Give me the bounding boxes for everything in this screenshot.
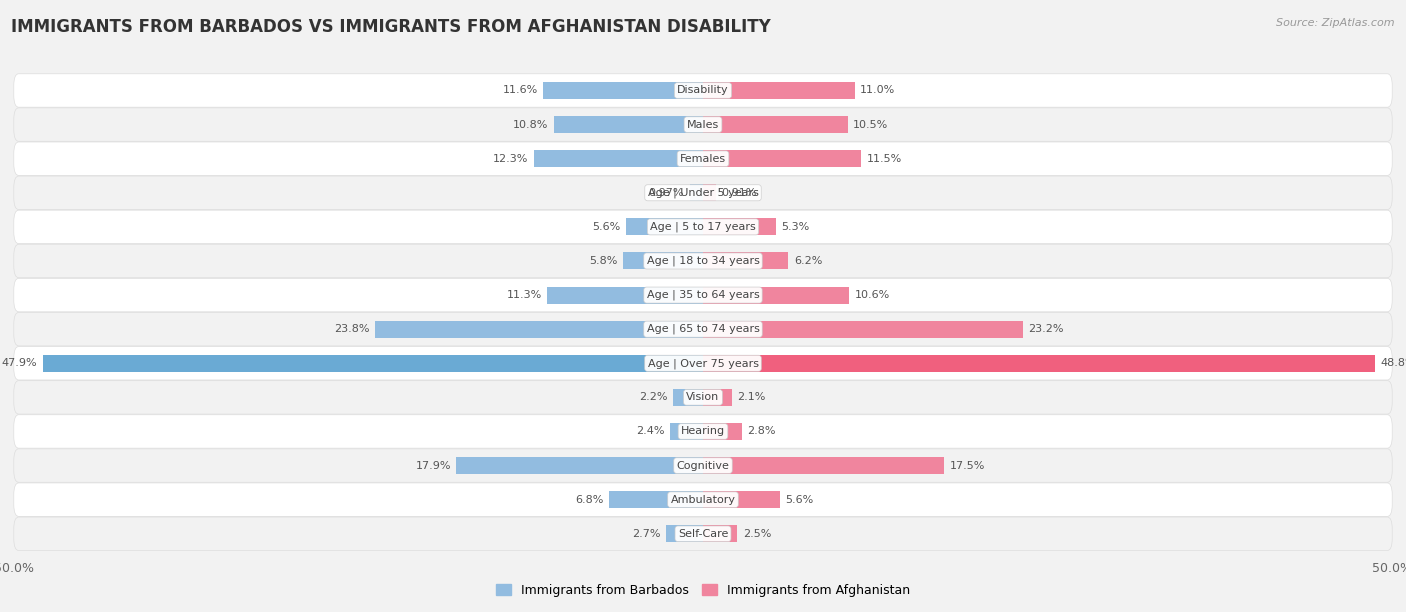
- Bar: [703, 423, 741, 440]
- Text: Self-Care: Self-Care: [678, 529, 728, 539]
- Text: 6.8%: 6.8%: [575, 494, 603, 505]
- Bar: [533, 150, 703, 167]
- Text: Ambulatory: Ambulatory: [671, 494, 735, 505]
- Bar: [543, 82, 703, 99]
- Bar: [703, 252, 789, 269]
- FancyBboxPatch shape: [14, 210, 1392, 244]
- Text: Age | 65 to 74 years: Age | 65 to 74 years: [647, 324, 759, 334]
- Text: Disability: Disability: [678, 86, 728, 95]
- Text: 2.5%: 2.5%: [742, 529, 772, 539]
- FancyBboxPatch shape: [14, 142, 1392, 176]
- Text: 0.97%: 0.97%: [648, 188, 685, 198]
- Text: Cognitive: Cognitive: [676, 461, 730, 471]
- Bar: [623, 252, 703, 269]
- Bar: [457, 457, 703, 474]
- Text: 17.5%: 17.5%: [949, 461, 986, 471]
- Text: Hearing: Hearing: [681, 427, 725, 436]
- Text: 23.8%: 23.8%: [335, 324, 370, 334]
- Text: Age | 18 to 34 years: Age | 18 to 34 years: [647, 256, 759, 266]
- Bar: [703, 525, 738, 542]
- FancyBboxPatch shape: [14, 346, 1392, 380]
- Text: IMMIGRANTS FROM BARBADOS VS IMMIGRANTS FROM AFGHANISTAN DISABILITY: IMMIGRANTS FROM BARBADOS VS IMMIGRANTS F…: [11, 18, 770, 36]
- Bar: [666, 525, 703, 542]
- Bar: [672, 389, 703, 406]
- Text: 5.6%: 5.6%: [592, 222, 620, 232]
- Text: Age | Over 75 years: Age | Over 75 years: [648, 358, 758, 368]
- Text: 11.6%: 11.6%: [502, 86, 537, 95]
- Bar: [626, 218, 703, 236]
- Bar: [703, 82, 855, 99]
- Text: 11.5%: 11.5%: [868, 154, 903, 163]
- Text: 10.8%: 10.8%: [513, 119, 548, 130]
- Text: 2.1%: 2.1%: [738, 392, 766, 402]
- Text: 23.2%: 23.2%: [1028, 324, 1064, 334]
- Text: Age | Under 5 years: Age | Under 5 years: [648, 187, 758, 198]
- FancyBboxPatch shape: [14, 415, 1392, 448]
- Text: Vision: Vision: [686, 392, 720, 402]
- FancyBboxPatch shape: [14, 517, 1392, 550]
- Bar: [703, 150, 862, 167]
- Bar: [554, 116, 703, 133]
- Bar: [703, 321, 1022, 338]
- FancyBboxPatch shape: [14, 483, 1392, 517]
- Bar: [609, 491, 703, 508]
- Bar: [375, 321, 703, 338]
- Text: Age | 35 to 64 years: Age | 35 to 64 years: [647, 290, 759, 300]
- Bar: [703, 184, 716, 201]
- Bar: [703, 491, 780, 508]
- Text: 0.91%: 0.91%: [721, 188, 756, 198]
- Bar: [703, 116, 848, 133]
- Bar: [669, 423, 703, 440]
- FancyBboxPatch shape: [14, 74, 1392, 107]
- Text: 2.7%: 2.7%: [631, 529, 661, 539]
- Bar: [703, 457, 945, 474]
- Text: Age | 5 to 17 years: Age | 5 to 17 years: [650, 222, 756, 232]
- FancyBboxPatch shape: [14, 313, 1392, 346]
- Text: Source: ZipAtlas.com: Source: ZipAtlas.com: [1277, 18, 1395, 28]
- Text: 12.3%: 12.3%: [492, 154, 529, 163]
- FancyBboxPatch shape: [14, 244, 1392, 278]
- Text: 48.8%: 48.8%: [1381, 358, 1406, 368]
- Text: 2.8%: 2.8%: [747, 427, 776, 436]
- Text: Females: Females: [681, 154, 725, 163]
- Bar: [703, 389, 733, 406]
- Text: Males: Males: [688, 119, 718, 130]
- FancyBboxPatch shape: [14, 176, 1392, 209]
- Text: 10.5%: 10.5%: [853, 119, 889, 130]
- Text: 47.9%: 47.9%: [1, 358, 38, 368]
- FancyBboxPatch shape: [14, 381, 1392, 414]
- Bar: [547, 286, 703, 304]
- Text: 6.2%: 6.2%: [794, 256, 823, 266]
- Text: 11.3%: 11.3%: [506, 290, 541, 300]
- FancyBboxPatch shape: [14, 108, 1392, 141]
- Bar: [703, 355, 1375, 371]
- FancyBboxPatch shape: [14, 449, 1392, 482]
- Legend: Immigrants from Barbados, Immigrants from Afghanistan: Immigrants from Barbados, Immigrants fro…: [491, 579, 915, 602]
- Text: 11.0%: 11.0%: [860, 86, 896, 95]
- FancyBboxPatch shape: [14, 278, 1392, 312]
- Text: 10.6%: 10.6%: [855, 290, 890, 300]
- Bar: [703, 286, 849, 304]
- Bar: [44, 355, 703, 371]
- Bar: [689, 184, 703, 201]
- Text: 5.6%: 5.6%: [786, 494, 814, 505]
- Text: 5.3%: 5.3%: [782, 222, 810, 232]
- Bar: [703, 218, 776, 236]
- Text: 2.4%: 2.4%: [636, 427, 665, 436]
- Text: 2.2%: 2.2%: [638, 392, 668, 402]
- Text: 17.9%: 17.9%: [415, 461, 451, 471]
- Text: 5.8%: 5.8%: [589, 256, 617, 266]
